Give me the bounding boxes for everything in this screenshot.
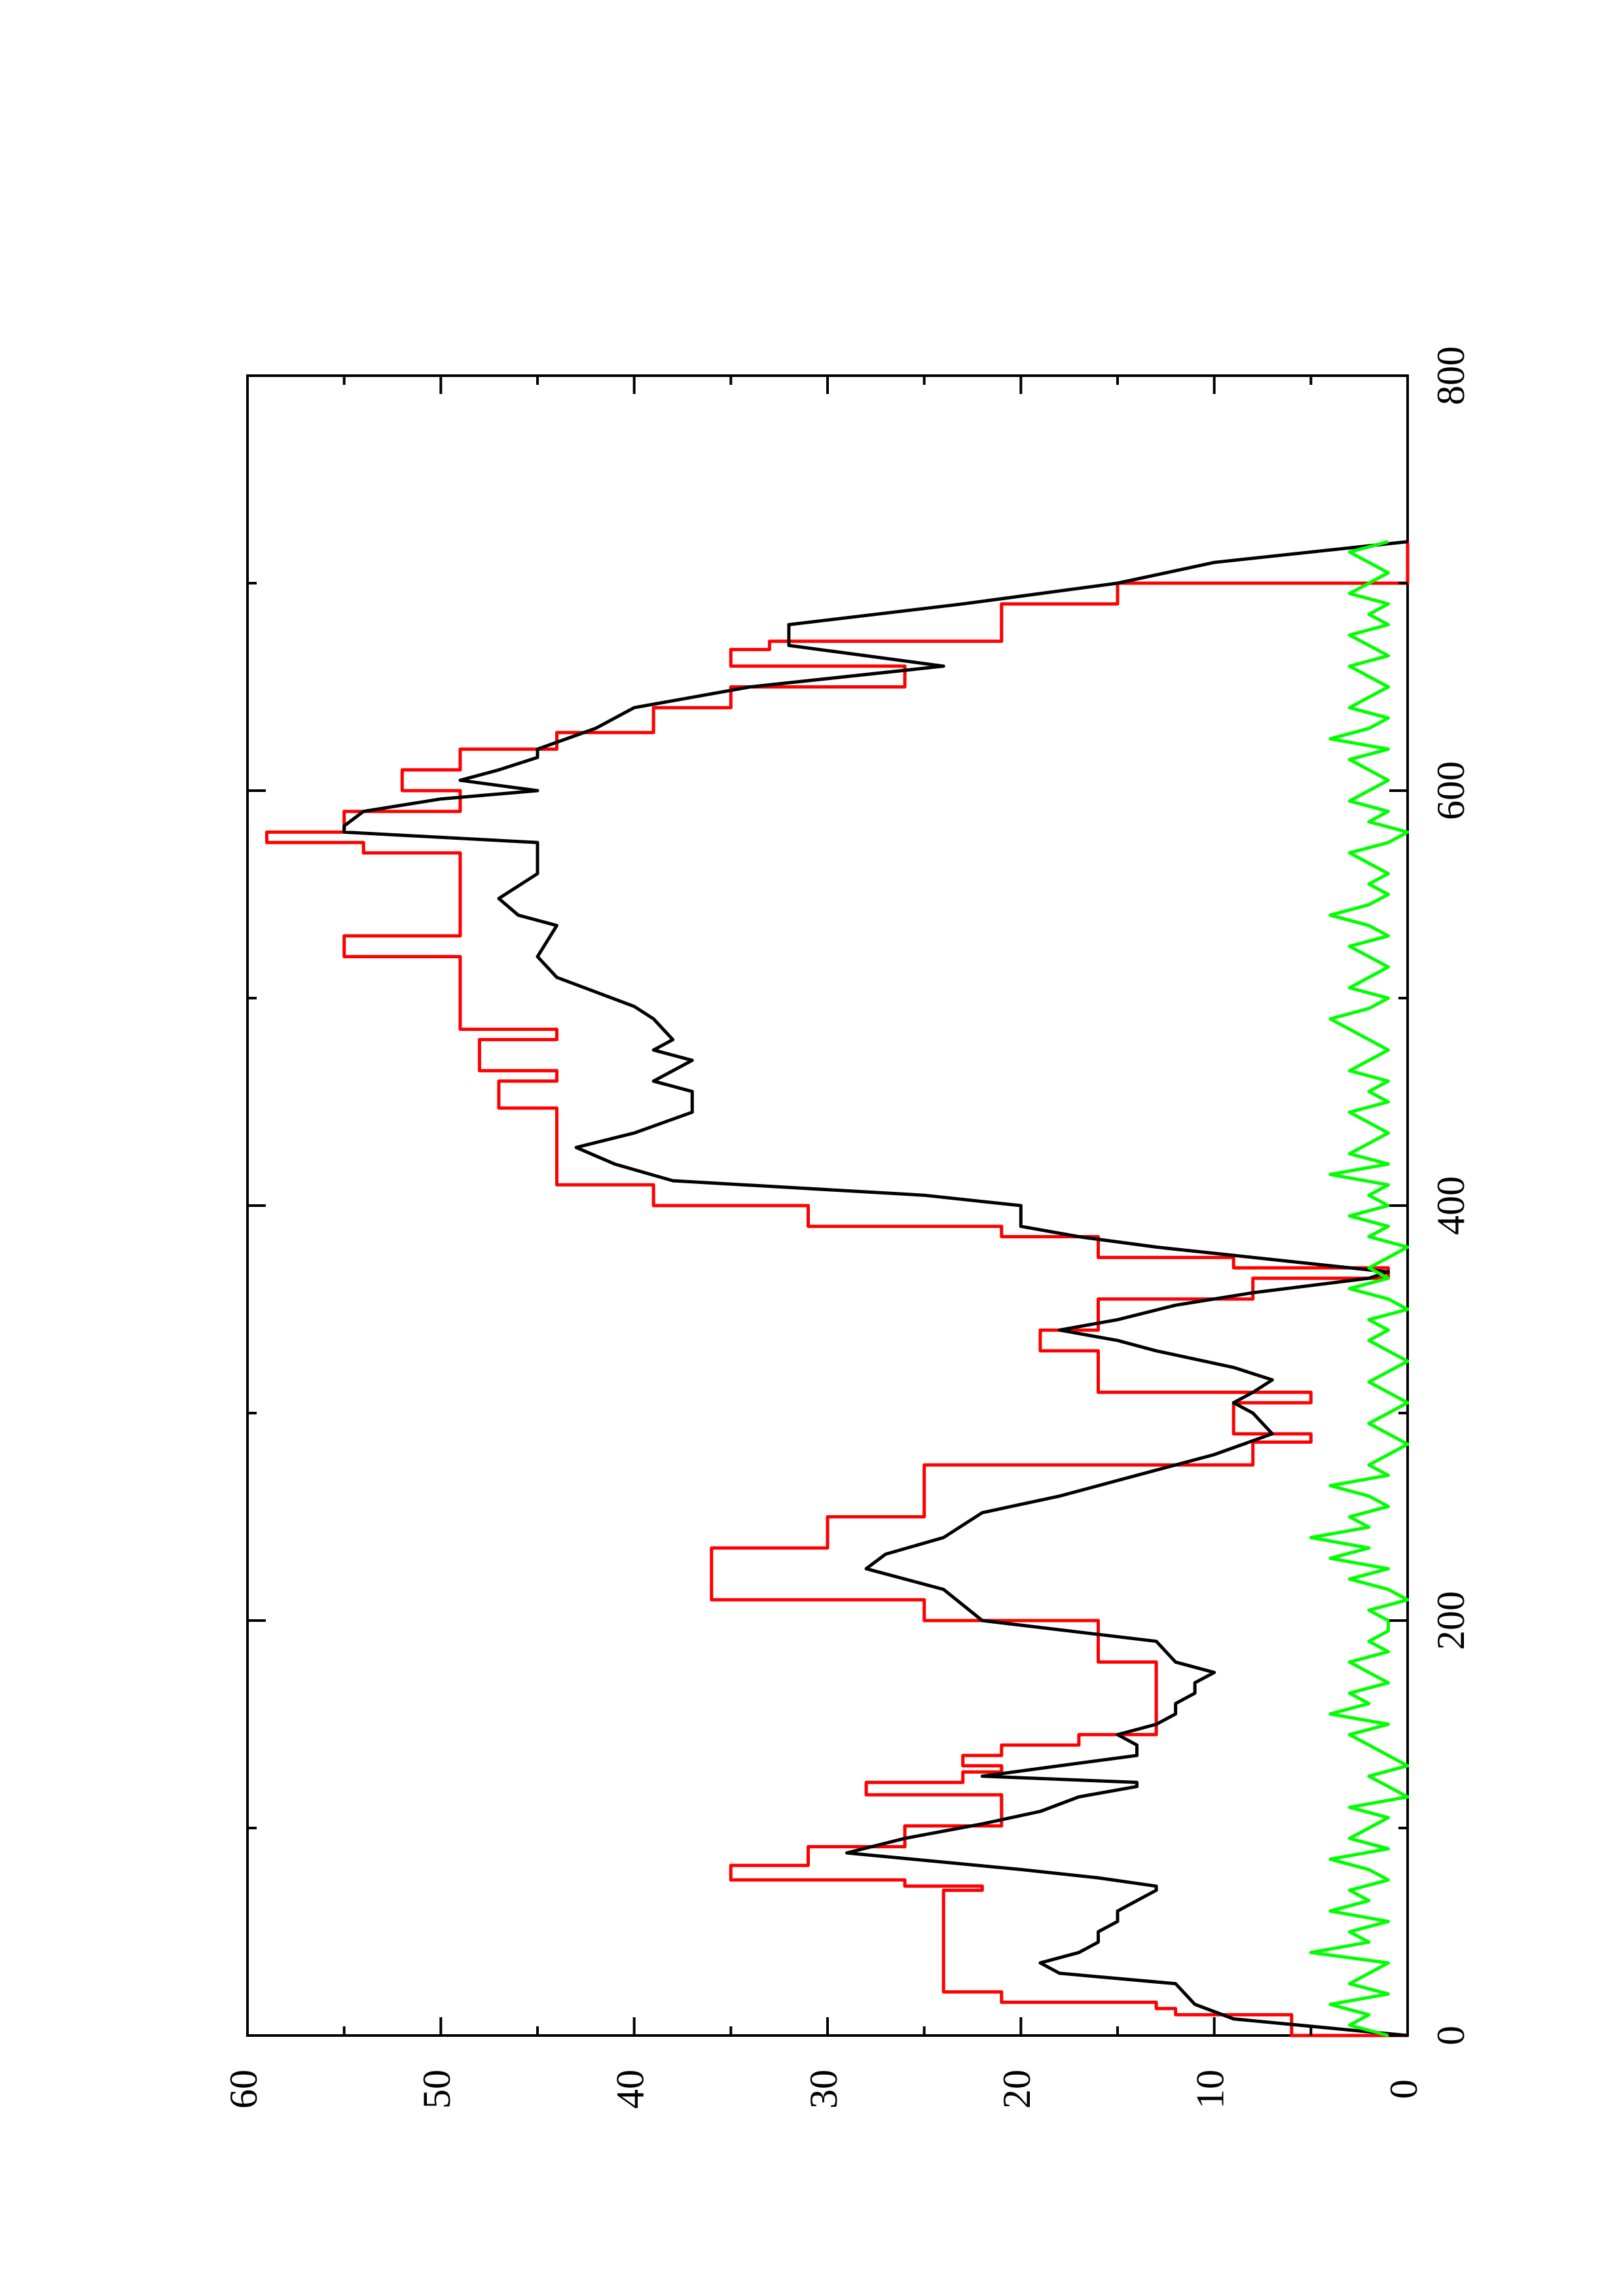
plot-area: 0 200 400 600 800 0 10 20 30 40 50 60	[222, 346, 1472, 2109]
x-tick-label: 600	[1429, 761, 1472, 820]
x-tick-label: 0	[1429, 2026, 1472, 2045]
y-tick-label: 0	[1382, 2079, 1425, 2099]
x-tick-label: 400	[1429, 1176, 1472, 1235]
tick-layer	[246, 374, 1409, 2037]
y-tick-label: 30	[802, 2070, 845, 2109]
series-layer	[265, 540, 1410, 2037]
y-tick-label: 60	[222, 2070, 265, 2109]
y-tick-label: 40	[608, 2070, 651, 2109]
y-tick-label: 10	[1188, 2070, 1231, 2109]
label-layer: 0 200 400 600 800 0 10 20 30 40 50 60	[222, 346, 1472, 2109]
y-tick-label: 20	[995, 2070, 1038, 2109]
x-tick-label: 200	[1429, 1591, 1472, 1650]
series-line-3	[1309, 540, 1410, 2037]
y-tick-label: 50	[415, 2070, 458, 2109]
series-line-1	[265, 541, 1410, 2037]
x-tick-label: 800	[1429, 346, 1472, 405]
series-line-2	[342, 540, 1408, 2037]
plot-frame	[246, 374, 1409, 2037]
